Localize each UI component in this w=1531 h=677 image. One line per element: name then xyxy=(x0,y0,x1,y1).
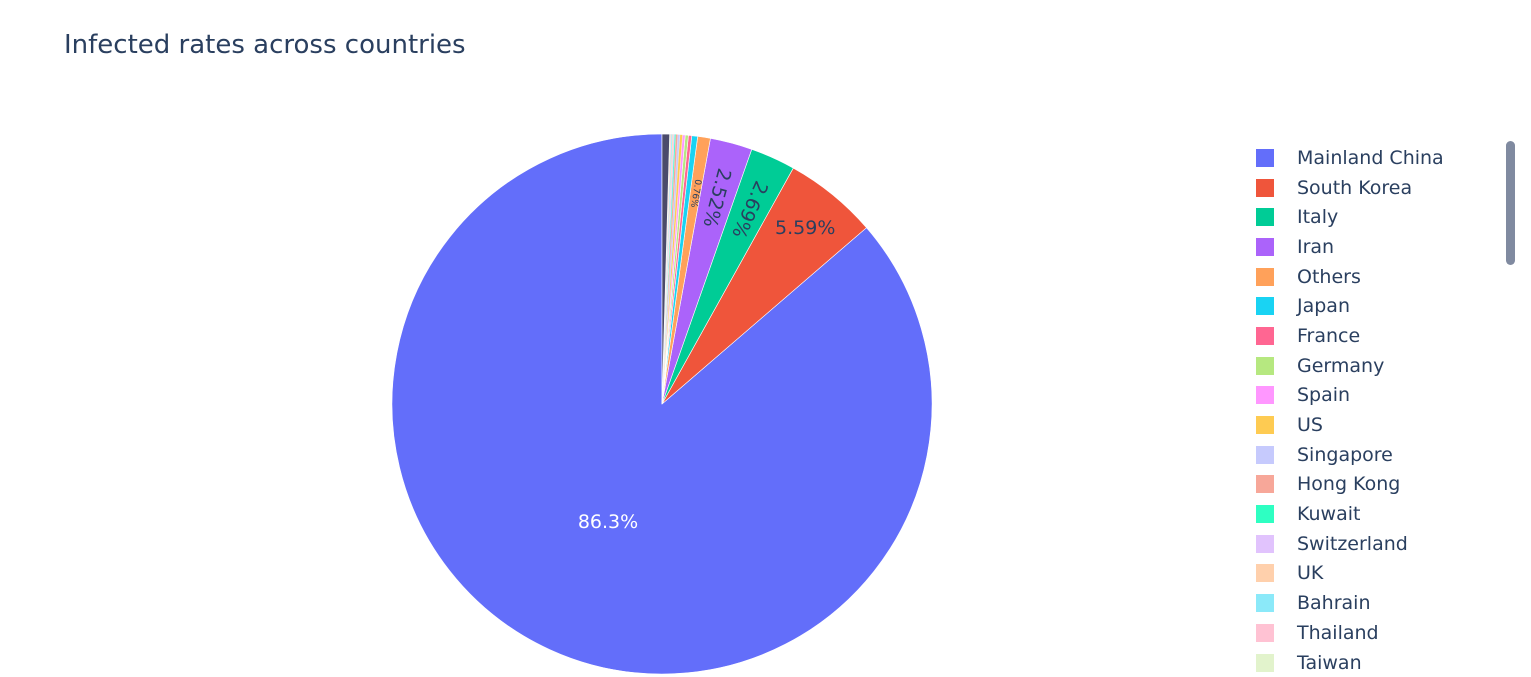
legend-label: Germany xyxy=(1297,354,1385,377)
legend-label: US xyxy=(1297,414,1323,437)
legend-swatch xyxy=(1256,653,1274,672)
legend-item-us[interactable]: US xyxy=(1256,410,1506,440)
legend-swatch xyxy=(1256,623,1274,642)
legend-item-iran[interactable]: Iran xyxy=(1256,232,1506,262)
legend-label: Kuwait xyxy=(1297,503,1361,526)
legend-label: Others xyxy=(1297,265,1361,288)
legend-item-germany[interactable]: Germany xyxy=(1256,351,1506,381)
legend-swatch xyxy=(1256,564,1274,583)
legend-item-mainland-china[interactable]: Mainland China xyxy=(1256,143,1506,173)
slice-label-south-korea: 5.59% xyxy=(775,217,835,239)
legend-swatch xyxy=(1256,534,1274,553)
legend-item-kuwait[interactable]: Kuwait xyxy=(1256,499,1506,529)
legend-item-italy[interactable]: Italy xyxy=(1256,202,1506,232)
legend-label: UK xyxy=(1297,562,1324,585)
legend-item-others[interactable]: Others xyxy=(1256,262,1506,292)
legend-item-spain[interactable]: Spain xyxy=(1256,381,1506,411)
legend-swatch xyxy=(1256,267,1274,286)
legend-swatch xyxy=(1256,148,1274,167)
legend-swatch xyxy=(1256,178,1274,197)
legend-swatch xyxy=(1256,445,1274,464)
pie-slice-other-18[interactable] xyxy=(661,133,670,405)
legend-swatch xyxy=(1256,386,1274,405)
legend-label: Mainland China xyxy=(1297,146,1444,169)
legend-item-bahrain[interactable]: Bahrain xyxy=(1256,588,1506,618)
legend-label: Spain xyxy=(1297,384,1351,407)
legend-label: Japan xyxy=(1297,295,1350,318)
legend-scrollbar[interactable] xyxy=(1506,141,1515,265)
legend-label: Singapore xyxy=(1297,443,1393,466)
legend-swatch xyxy=(1256,416,1274,435)
legend-label: Iran xyxy=(1297,235,1335,258)
legend-swatch xyxy=(1256,208,1274,227)
legend-item-france[interactable]: France xyxy=(1256,321,1506,351)
legend-item-taiwan[interactable]: Taiwan xyxy=(1256,648,1506,677)
legend-item-singapore[interactable]: Singapore xyxy=(1256,440,1506,470)
legend-item-uk[interactable]: UK xyxy=(1256,559,1506,589)
legend-item-switzerland[interactable]: Switzerland xyxy=(1256,529,1506,559)
slice-label-mainland-china: 86.3% xyxy=(578,511,638,533)
legend-label: Hong Kong xyxy=(1297,473,1401,496)
chart-title: Infected rates across countries xyxy=(64,30,466,60)
legend-swatch xyxy=(1256,356,1274,375)
legend-swatch xyxy=(1256,326,1274,345)
legend-item-thailand[interactable]: Thailand xyxy=(1256,618,1506,648)
legend[interactable]: Mainland China South Korea Italy Iran Others… xyxy=(1256,143,1506,677)
slice-label-others: 0.76% xyxy=(688,178,702,208)
legend-label: Switzerland xyxy=(1297,532,1408,555)
legend-item-japan[interactable]: Japan xyxy=(1256,291,1506,321)
legend-swatch xyxy=(1256,475,1274,494)
legend-item-south-korea[interactable]: South Korea xyxy=(1256,173,1506,203)
legend-label: Italy xyxy=(1297,206,1339,229)
legend-swatch xyxy=(1256,237,1274,256)
legend-label: South Korea xyxy=(1297,176,1413,199)
legend-swatch xyxy=(1256,505,1274,524)
legend-label: Taiwan xyxy=(1297,651,1362,674)
legend-label: Thailand xyxy=(1297,621,1379,644)
legend-swatch xyxy=(1256,594,1274,613)
legend-swatch xyxy=(1256,297,1274,316)
legend-label: France xyxy=(1297,324,1361,347)
legend-item-hong-kong[interactable]: Hong Kong xyxy=(1256,470,1506,500)
legend-label: Bahrain xyxy=(1297,592,1371,615)
